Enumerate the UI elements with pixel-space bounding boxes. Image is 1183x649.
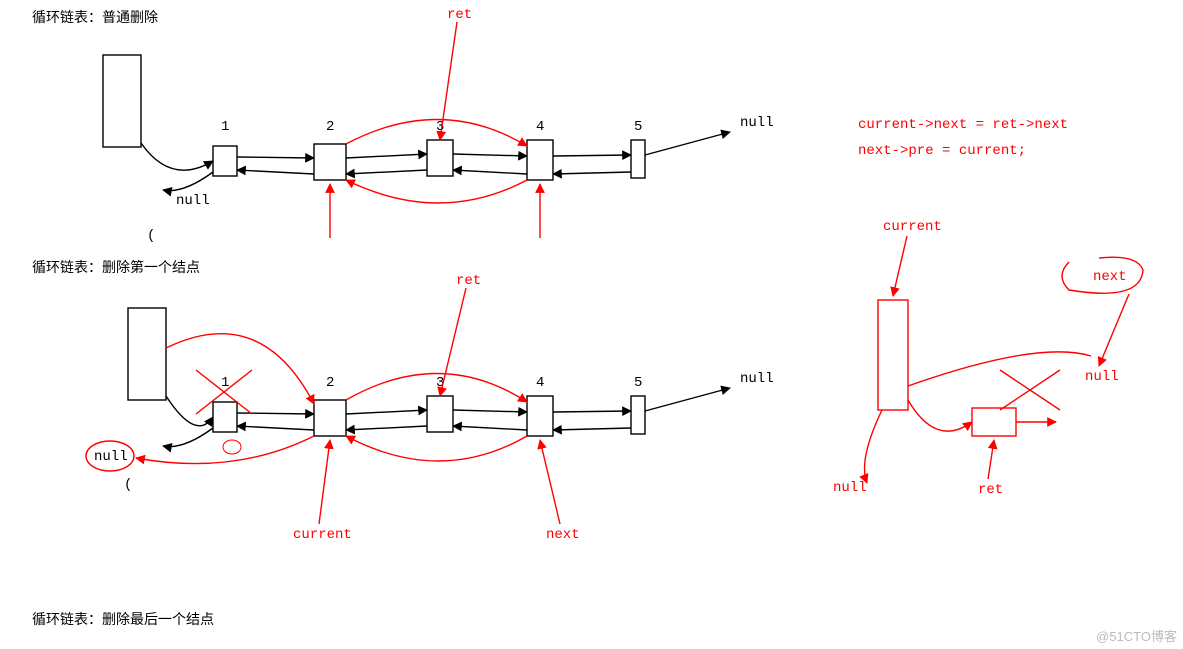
svg-text:current: current [883, 219, 942, 235]
svg-text:ret: ret [456, 273, 481, 289]
svg-text:2: 2 [326, 119, 334, 135]
svg-text:5: 5 [634, 375, 642, 391]
svg-text:循环链表：删除第一个结点: 循环链表：删除第一个结点 [32, 259, 200, 276]
svg-text:null: null [833, 480, 867, 496]
svg-text:1: 1 [221, 119, 229, 135]
svg-text:(: ( [147, 228, 155, 244]
svg-text:ret: ret [447, 7, 472, 23]
svg-text:4: 4 [536, 375, 544, 391]
svg-text:ret: ret [978, 482, 1003, 498]
svg-text:null: null [740, 371, 774, 387]
svg-text:2: 2 [326, 375, 334, 391]
svg-text:null: null [1085, 369, 1119, 385]
svg-text:null: null [94, 449, 128, 465]
svg-text:循环链表：删除最后一个结点: 循环链表：删除最后一个结点 [32, 612, 214, 628]
svg-text:(: ( [124, 477, 132, 493]
svg-text:next: next [546, 527, 580, 543]
diagram-canvas: 循环链表：普通删除循环链表：删除第一个结点循环链表：删除最后一个结点 curren… [0, 0, 1183, 649]
svg-text:current->next = ret->next: current->next = ret->next [858, 117, 1068, 133]
svg-text:4: 4 [536, 119, 544, 135]
svg-text:null: null [740, 115, 774, 131]
svg-text:循环链表：普通删除: 循环链表：普通删除 [32, 10, 158, 26]
watermark: @51CTO博客 [1096, 626, 1177, 645]
svg-text:current: current [293, 527, 352, 543]
svg-text:5: 5 [634, 119, 642, 135]
svg-text:null: null [176, 193, 210, 209]
svg-text:next->pre = current;: next->pre = current; [858, 143, 1026, 159]
svg-text:next: next [1093, 269, 1127, 285]
